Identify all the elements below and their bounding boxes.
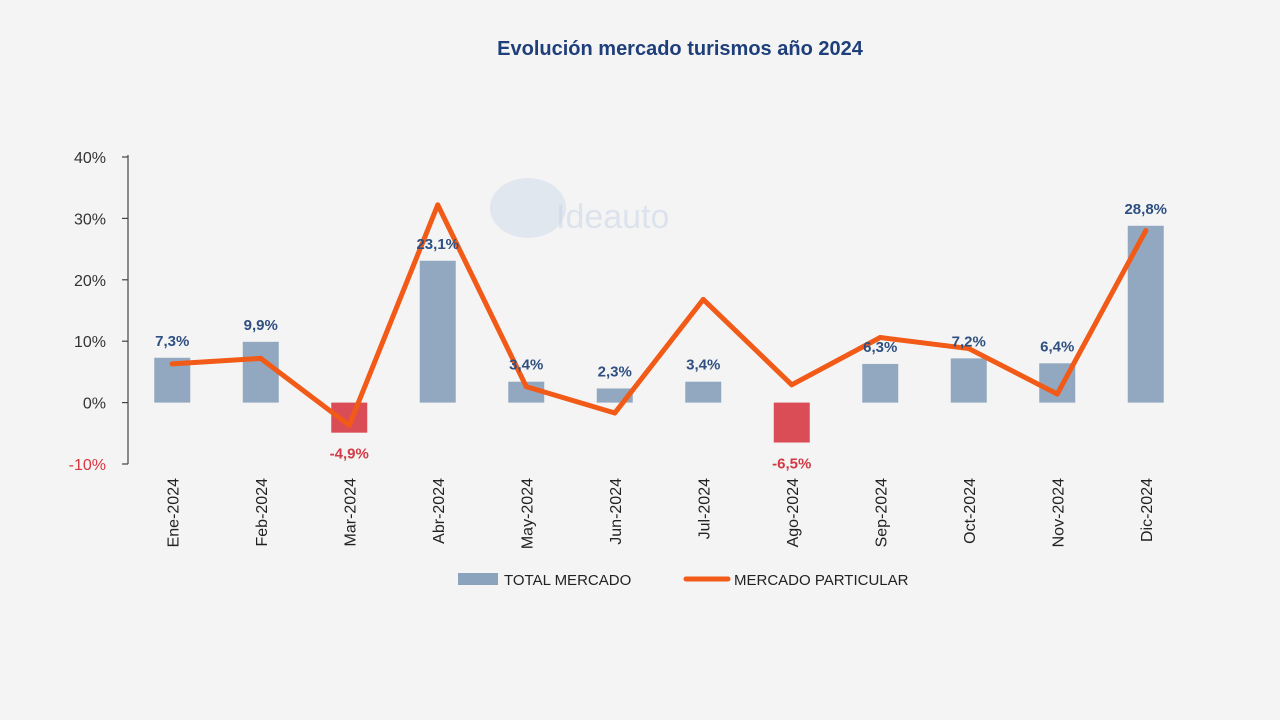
x-tick-label: Feb-2024 — [254, 478, 271, 547]
data-label: 23,1% — [416, 236, 459, 253]
x-tick-label: Abr-2024 — [431, 478, 448, 544]
chart-title: Evolución mercado turismos año 2024 — [497, 38, 863, 60]
data-label: 3,4% — [509, 357, 543, 374]
legend-swatch-total-mercado — [458, 573, 498, 585]
line-point — [258, 355, 264, 361]
x-tick-label: Jun-2024 — [608, 478, 625, 545]
line-point — [523, 384, 529, 390]
data-label: 28,8% — [1124, 201, 1167, 218]
y-tick-label: -10% — [69, 457, 106, 474]
line-point — [612, 410, 618, 416]
line-point — [169, 361, 175, 367]
line-point — [877, 335, 883, 341]
bar-total-mercado-sep-2024 — [862, 363, 899, 403]
legend-label-total-mercado: TOTAL MERCADO — [504, 572, 631, 589]
data-label: 7,3% — [155, 333, 189, 350]
line-point — [700, 296, 706, 302]
y-tick-label: 0% — [83, 396, 106, 413]
data-label: 9,9% — [244, 317, 278, 334]
y-tick-label: 20% — [74, 273, 106, 290]
watermark-logo: Ideauto — [490, 178, 669, 238]
watermark-text: Ideauto — [556, 198, 669, 236]
bar-total-mercado-oct-2024 — [950, 358, 987, 403]
x-tick-label: Nov-2024 — [1050, 478, 1067, 547]
data-label: 3,4% — [686, 357, 720, 374]
x-tick-label: Dic-2024 — [1139, 478, 1156, 542]
y-tick-label: 40% — [74, 150, 106, 167]
data-label: 7,2% — [952, 333, 986, 350]
bar-total-mercado-jul-2024 — [685, 381, 722, 403]
data-label: 6,4% — [1040, 338, 1074, 355]
x-tick-label: Mar-2024 — [342, 478, 359, 547]
y-tick-label: 30% — [74, 211, 106, 228]
legend-label-mercado-particular: MERCADO PARTICULAR — [734, 572, 909, 589]
data-label: -6,5% — [772, 456, 811, 473]
x-tick-label: Ago-2024 — [785, 478, 802, 547]
bar-total-mercado-abr-2024 — [419, 260, 456, 403]
data-label: 2,3% — [598, 363, 632, 380]
x-tick-label: Ene-2024 — [165, 478, 182, 547]
bar-total-mercado-feb-2024 — [242, 341, 279, 403]
bar-total-mercado-ago-2024 — [773, 402, 810, 443]
line-point — [1054, 391, 1060, 397]
data-label: 6,3% — [863, 339, 897, 356]
x-tick-label: Sep-2024 — [873, 478, 890, 547]
x-tick-label: Jul-2024 — [696, 478, 713, 539]
x-tick-label: May-2024 — [519, 478, 536, 549]
y-tick-label: 10% — [74, 334, 106, 351]
line-point — [966, 346, 972, 352]
line-point — [1143, 228, 1149, 234]
line-point — [435, 202, 441, 208]
line-mercado-particular — [169, 202, 1149, 428]
watermark-logo-mark — [490, 178, 566, 238]
line-point — [789, 382, 795, 388]
x-tick-label: Oct-2024 — [962, 478, 979, 544]
data-label: -4,9% — [330, 446, 369, 463]
line-point — [346, 422, 352, 428]
